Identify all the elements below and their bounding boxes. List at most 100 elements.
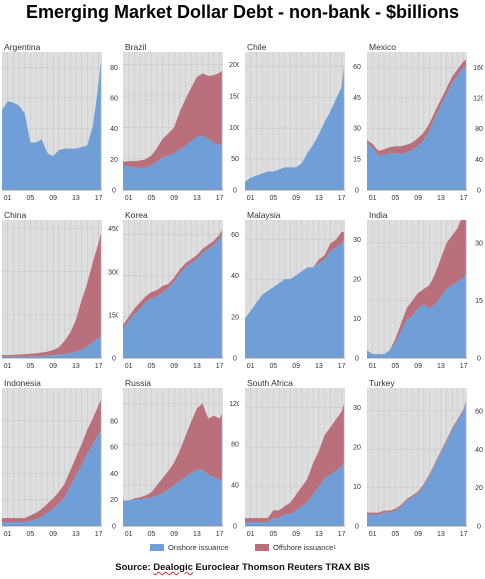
- panel-title: Chile: [247, 42, 267, 52]
- series-offshore-area: [2, 399, 101, 523]
- panel-title: Korea: [125, 210, 148, 220]
- source-prefix: Source:: [115, 562, 154, 573]
- y-tick-label: 150: [108, 312, 118, 319]
- source-dealogic: Dealogic: [153, 562, 193, 573]
- panel-korea: Korea 0 20 40 60 01 05 09 13 17: [123, 210, 239, 378]
- panel-title: India: [369, 210, 388, 220]
- x-tick-label: 09: [170, 363, 178, 370]
- x-tick-label: 09: [170, 531, 178, 538]
- y-tick-label: 0: [355, 356, 359, 363]
- y-tick-label: 80: [110, 65, 118, 72]
- x-tick-label: 09: [170, 195, 178, 202]
- legend-item-offshore: Offshore issuance 1: [255, 543, 336, 552]
- y-tick-label: 30: [353, 405, 361, 412]
- y-tick-label: 450: [108, 226, 118, 233]
- x-tick-label: 01: [247, 531, 255, 538]
- legend-item-onshore: Onshore issuance: [150, 543, 228, 552]
- legend-swatch-onshore: [150, 544, 164, 551]
- x-tick-label: 17: [460, 195, 468, 202]
- series-offshore-area: [123, 230, 222, 330]
- panel-india: India 0 15 30 01 05 09 13 17: [367, 210, 483, 378]
- y-tick-label: 0: [233, 524, 237, 531]
- series-onshore-area: [2, 336, 101, 358]
- series-onshore-area: [123, 469, 222, 526]
- y-tick-label: 40: [231, 483, 239, 490]
- x-tick-label: 09: [49, 531, 57, 538]
- y-tick-label: 60: [231, 232, 239, 239]
- y-tick-label: 300: [108, 269, 118, 276]
- x-tick-label: 09: [414, 195, 422, 202]
- y-tick-label: 40: [110, 126, 118, 133]
- panel-title: South Africa: [247, 378, 293, 388]
- x-tick-label: 01: [125, 531, 133, 538]
- y-tick-label: 0: [233, 356, 237, 363]
- x-tick-label: 09: [49, 363, 57, 370]
- y-tick-label: 20: [231, 314, 239, 321]
- source-rest: Euroclear Thomson Reuters TRAX BIS: [192, 562, 370, 573]
- x-tick-label: 09: [292, 363, 300, 370]
- panel-title: Brazil: [125, 42, 147, 52]
- x-tick-label: 05: [392, 195, 400, 202]
- x-tick-label: 05: [392, 531, 400, 538]
- x-tick-label: 13: [193, 363, 201, 370]
- series-onshore-area: [245, 66, 344, 190]
- chart-argentina: 0 20 40 60 80 01 05 09 13 17: [2, 52, 118, 202]
- chart-chile: 0 15 30 45 60 01 05 09 13 17: [245, 52, 361, 202]
- x-tick-label: 17: [338, 195, 346, 202]
- x-tick-label: 13: [437, 195, 445, 202]
- x-tick-label: 05: [270, 363, 278, 370]
- x-tick-label: 13: [72, 363, 80, 370]
- y-tick-label: 20: [475, 485, 483, 492]
- x-tick-label: 05: [270, 195, 278, 202]
- x-tick-label: 17: [95, 531, 103, 538]
- x-tick-label: 01: [125, 363, 133, 370]
- x-tick-label: 09: [414, 531, 422, 538]
- x-tick-label: 09: [292, 531, 300, 538]
- x-tick-label: 05: [27, 195, 35, 202]
- y-tick-label: 60: [475, 409, 483, 416]
- y-tick-label: 15: [353, 157, 361, 164]
- panel-south-africa: South Africa 0 10 20 30 01 05 09 13 17: [245, 378, 361, 546]
- x-tick-label: 13: [315, 363, 323, 370]
- legend: Onshore issuance Offshore issuance 1: [150, 543, 400, 557]
- y-tick-label: 20: [110, 157, 118, 164]
- series-onshore-area: [367, 403, 466, 526]
- panel-indonesia: Indonesia 0 20 40 60 80 01 05 09 13 17: [2, 378, 118, 546]
- x-tick-label: 17: [460, 531, 468, 538]
- chart-brazil: 0 50 100 150 200 01 05 09 13 17: [123, 52, 239, 202]
- x-tick-label: 01: [369, 195, 377, 202]
- y-tick-label: 0: [233, 188, 237, 195]
- y-tick-label: 30: [475, 241, 483, 248]
- y-tick-label: 0: [355, 188, 359, 195]
- x-tick-label: 09: [414, 363, 422, 370]
- source-note: Source: Dealogic Euroclear Thomson Reute…: [0, 562, 485, 573]
- y-tick-label: 0: [477, 524, 481, 531]
- x-tick-label: 09: [49, 195, 57, 202]
- x-tick-label: 13: [437, 531, 445, 538]
- x-tick-label: 05: [148, 195, 156, 202]
- y-tick-label: 0: [112, 524, 116, 531]
- chart-indonesia: 0 20 40 60 80 01 05 09 13 17: [2, 388, 118, 538]
- panel-turkey: Turkey 0 20 40 60 01 05 09 13 17: [367, 378, 483, 546]
- x-tick-label: 17: [95, 363, 103, 370]
- series-onshore-area: [245, 462, 344, 526]
- x-tick-label: 01: [4, 195, 12, 202]
- panel-chile: Chile 0 15 30 45 60 01 05 09 13 17: [245, 42, 361, 210]
- y-tick-label: 160: [473, 65, 483, 72]
- y-tick-label: 120: [229, 401, 239, 408]
- y-tick-label: 0: [355, 524, 359, 531]
- x-tick-label: 01: [4, 363, 12, 370]
- x-tick-label: 17: [216, 531, 224, 538]
- chart-russia: 0 40 80 120 01 05 09 13 17: [123, 388, 239, 538]
- x-tick-label: 13: [72, 195, 80, 202]
- series-offshore-area: [123, 70, 222, 169]
- panel-title: Turkey: [369, 378, 395, 388]
- x-tick-label: 17: [95, 195, 103, 202]
- panel-title: Malaysia: [247, 210, 281, 220]
- x-tick-label: 01: [247, 195, 255, 202]
- chart-china: 0 150 300 450 01 05 09 13 17: [2, 220, 118, 370]
- x-tick-label: 05: [148, 363, 156, 370]
- y-tick-label: 10: [353, 316, 361, 323]
- x-tick-label: 01: [369, 531, 377, 538]
- panel-china: China 0 150 300 450 01 05 09 13 17: [2, 210, 118, 378]
